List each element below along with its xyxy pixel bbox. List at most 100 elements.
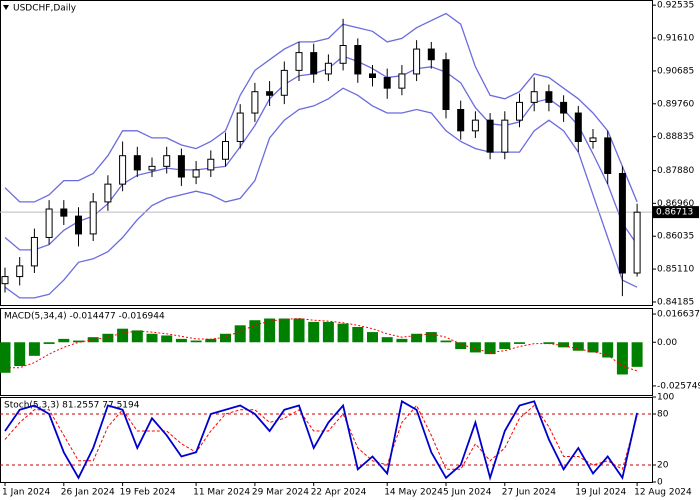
y-tick-label: -0.025749 [657,381,700,391]
macd-bar [558,342,570,348]
y-tick-label: 0.91610 [657,34,694,44]
macd-bar [352,326,364,343]
candle-body [133,155,141,171]
candle-body [45,208,53,238]
macd-bar [146,333,158,343]
macd-bar [469,342,481,353]
candle-body [251,91,259,114]
candle-body [339,45,347,64]
x-tick-label: 27 Jun 2024 [502,488,556,498]
x-tick-label: 14 May 2024 [384,488,443,498]
y-tick-label: 0.87880 [657,166,694,176]
y-tick-label: 0.92535 [657,1,694,11]
candle-body [427,48,435,61]
band-lower [4,87,638,299]
macd-bar [161,335,173,343]
macd-bar [220,333,231,343]
candle-body [633,211,641,274]
candle-body [354,45,362,75]
candle-body [266,91,274,96]
candle-body [89,201,97,235]
candle-body [104,183,112,203]
candle-body [457,108,465,132]
macd-bar [367,332,378,343]
macd-bar [234,325,246,343]
candle-body [75,215,82,235]
candle-body [589,137,597,142]
macd-bar [175,338,187,343]
candle-body [192,169,200,178]
macd-bar [411,333,423,343]
x-tick-label: 29 Mar 2024 [252,488,309,498]
candle-body [324,62,332,75]
macd-bar [514,342,525,344]
candle-body [486,119,494,153]
candle-body [516,101,523,121]
candle-body [574,112,582,142]
macd-bar [440,340,452,343]
y-tick-label: 0 [657,478,663,488]
macd-bar [190,340,202,343]
macd-bar [43,342,55,344]
macd-bar [631,342,643,367]
macd-bar [278,318,290,343]
panel-title: MACD(5,34,4) -0.014477 -0.016944 [4,312,165,322]
x-tick-label: 5 Jun 2024 [443,488,492,498]
y-tick-label: 0.85110 [657,265,694,275]
macd-bar [455,342,467,350]
macd-bar [602,342,614,358]
candle-body [501,119,509,153]
candle-body [545,91,553,103]
macd-bar [308,321,320,343]
y-tick-label: 0.88835 [657,132,694,142]
candle-body [60,208,68,217]
candle-body [369,73,376,78]
macd-bar [616,342,628,375]
x-tick-label: 19 Feb 2024 [120,488,176,498]
macd-bar [58,338,70,343]
candle-body [471,119,479,132]
candle-body [1,276,9,285]
candle-body [604,137,612,174]
last-price-label: 0.86713 [656,208,693,218]
macd-bar [381,337,393,343]
macd-bar [205,338,217,343]
macd-bar [14,342,26,366]
y-tick-label: 0.016637 [657,310,700,320]
panel-title: USDCHF,Daily [13,4,77,14]
y-tick-label: 0.00 [657,338,677,348]
candle-body [177,155,185,178]
y-tick-label: 0.86035 [657,232,694,242]
macd-bar [102,333,114,343]
macd-bar [117,328,129,343]
stoch-main [4,399,638,482]
x-tick-label: 19 Jul 2024 [575,488,626,498]
candle-body [413,48,421,75]
macd-bar [73,340,84,343]
candle-body [119,155,127,185]
candle-body [383,76,391,89]
y-tick-label: 80 [657,410,669,420]
y-tick-label: 100 [657,393,674,403]
macd-bar [293,318,305,343]
macd-bar [337,323,349,343]
panel-frame [0,0,653,306]
stoch-signal [4,404,638,471]
candle-body [207,158,215,171]
candle-body [148,165,156,171]
candle-body [236,112,244,142]
y-tick-label: 0.86960 [657,199,694,209]
macd-bar [425,332,437,343]
panel-title: Stoch(5,3,3) 81.2557 77.5194 [4,401,140,411]
symbol-icon [3,5,9,10]
x-tick-label: 1 Jan 2024 [2,488,50,498]
macd-bar [264,318,276,343]
x-tick-label: 12 Aug 2024 [634,488,692,498]
candle-body [163,155,171,167]
macd-bar [131,330,143,343]
y-tick-label: 0.84185 [657,297,694,307]
macd-bar [28,342,40,356]
y-tick-label: 0.89760 [657,99,694,109]
